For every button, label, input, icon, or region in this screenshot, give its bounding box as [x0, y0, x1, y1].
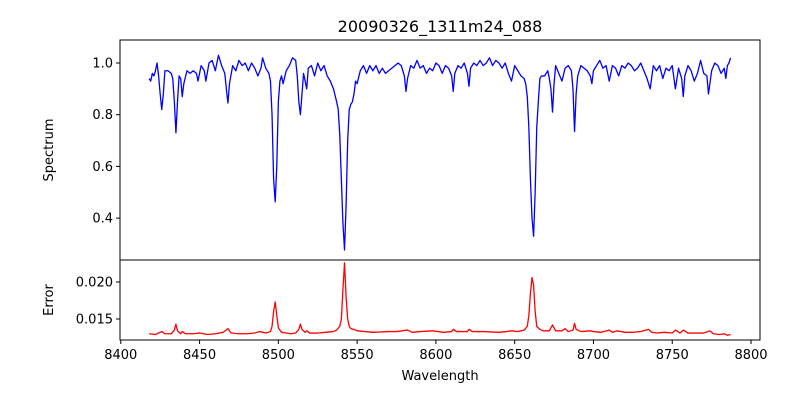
error-axes-frame: [119, 259, 761, 341]
spectrum-y-tick-label: 1.0: [92, 57, 113, 72]
x-tick-label: 8750: [656, 348, 689, 363]
x-tick-label: 8800: [734, 348, 767, 363]
x-tick-label: 8500: [262, 348, 295, 363]
spectrum-y-tick-label: 0.6: [92, 160, 113, 175]
x-tick-label: 8550: [341, 348, 374, 363]
spectrum-panel: 0.4 0.6 0.8 1.0: [92, 39, 761, 261]
y-axis-label-error: Error: [42, 284, 57, 316]
chart-title: 20090326_1311m24_088: [338, 17, 543, 37]
x-tick-label: 8700: [577, 348, 610, 363]
x-tick-label: 8650: [498, 348, 531, 363]
spectrum-y-tick-label: 0.8: [92, 108, 113, 123]
error-y-tick-label: 0.020: [76, 275, 113, 290]
x-tick-label: 8450: [183, 348, 216, 363]
y-axis-label-spectrum: Spectrum: [42, 119, 57, 182]
spectrum-series-line: [148, 54, 732, 251]
x-tick-label: 8400: [104, 348, 137, 363]
spectrum-y-tick-label: 0.4: [92, 212, 113, 227]
error-y-tick-label: 0.015: [76, 312, 113, 327]
error-series-line: [149, 262, 731, 336]
error-panel: 0.015 0.020 8400 8450 8500 8550 8600 8650 8700 87…: [76, 259, 768, 363]
x-tick-label: 8600: [419, 348, 452, 363]
x-axis-label: Wavelength: [401, 369, 478, 384]
